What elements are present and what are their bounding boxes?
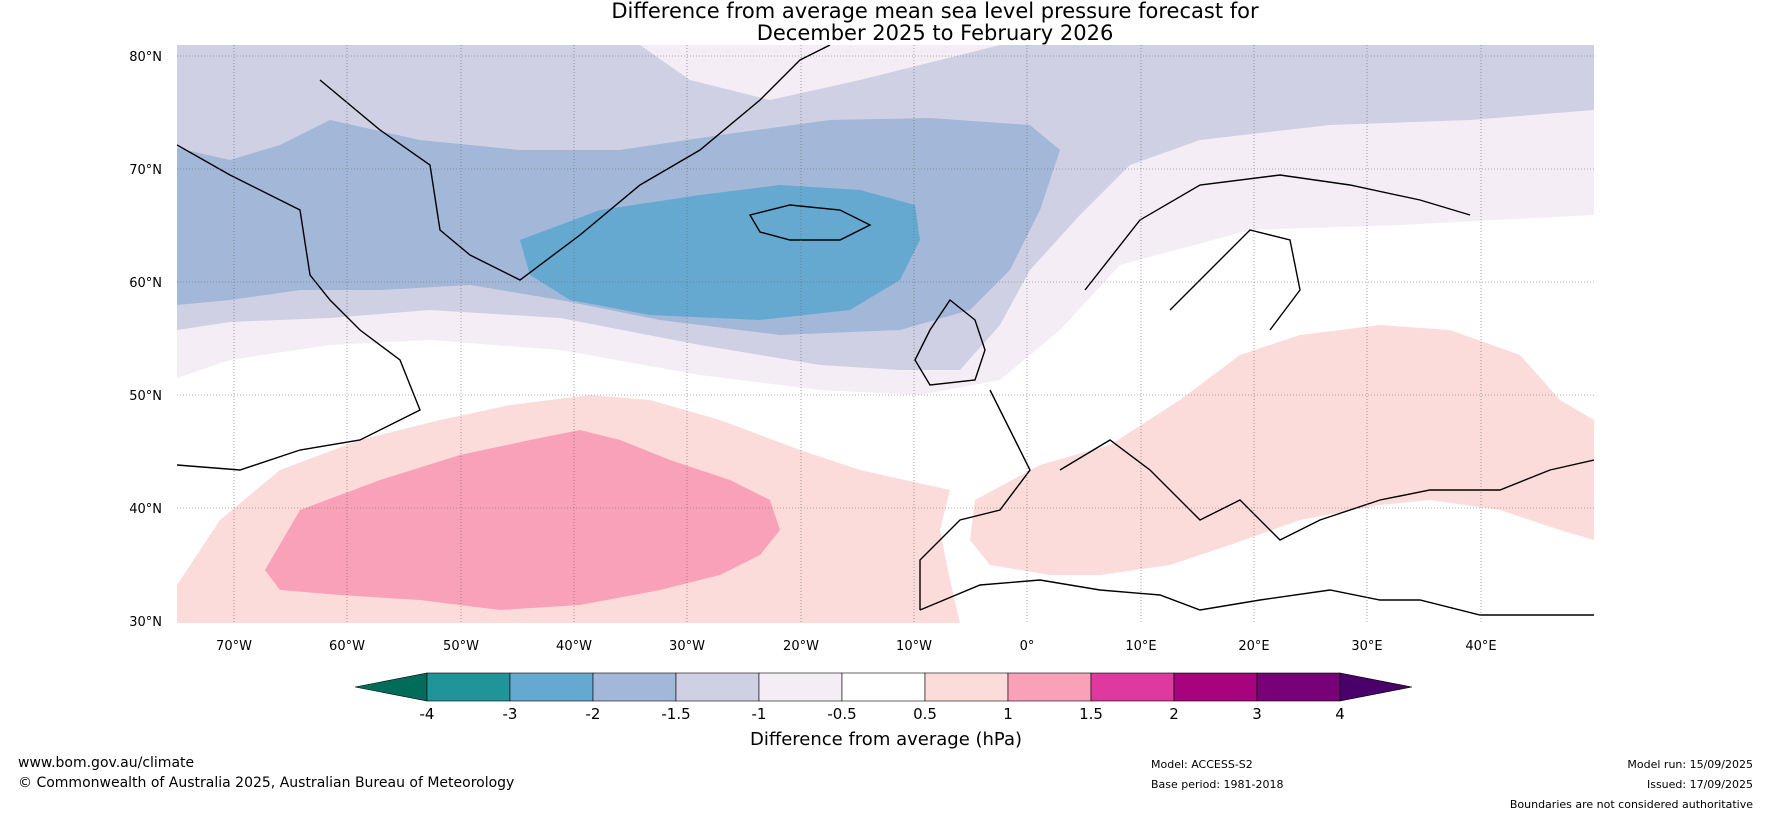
iceland-coast (748, 204, 872, 241)
footer-copyright: © Commonwealth of Australia 2025, Austra… (18, 775, 515, 791)
footer-base-period: Base period: 1981-2018 (1151, 778, 1284, 791)
graticule (177, 45, 1594, 623)
colorbar: -4 -3 -2 -1.5 -1 -0.5 0.5 1 1.5 2 3 4 (354, 672, 1413, 723)
colorbar-tick-label: 0.5 (913, 705, 937, 723)
lon-label-40e: 40°E (1465, 639, 1496, 654)
footer-issued: Issued: 17/09/2025 (1646, 778, 1753, 791)
canada-coast (177, 144, 421, 471)
lon-label-10e: 10°E (1125, 639, 1156, 654)
coastlines (177, 45, 1594, 616)
lon-label-10w: 10°W (896, 639, 932, 654)
footer-model-run: Model run: 15/09/2025 (1627, 758, 1753, 771)
scandinavia-coast (1084, 174, 1471, 331)
colorbar-swatch (426, 672, 511, 702)
anomaly-region-plus-0.5-europe (970, 325, 1594, 575)
colorbar-swatch (1007, 672, 1092, 702)
colorbar-swatch (1090, 672, 1175, 702)
colorbar-tick-label: -1.5 (661, 705, 690, 723)
map-title-line1: Difference from average mean sea level p… (611, 0, 1259, 23)
colorbar-swatch (1173, 672, 1258, 702)
footer-model: Model: ACCESS-S2 (1151, 758, 1253, 771)
lon-label-30e: 30°E (1351, 639, 1382, 654)
lon-label-40w: 40°W (556, 639, 592, 654)
colorbar-extend-high (1339, 672, 1413, 702)
colorbar-swatch (924, 672, 1009, 702)
colorbar-tick-label: 3 (1252, 705, 1262, 723)
footer-disclaimer: Boundaries are not considered authoritat… (1509, 798, 1753, 811)
anomaly-region-minus-2 (520, 185, 920, 320)
lon-label-20e: 20°E (1238, 639, 1269, 654)
lon-label-50w: 50°W (443, 639, 479, 654)
lat-label-30n: 30°N (129, 615, 162, 630)
colorbar-tick-label: 2 (1169, 705, 1179, 723)
colorbar-tick-label: -3 (503, 705, 518, 723)
britain-coast (914, 298, 986, 386)
footer-website: www.bom.gov.au/climate (18, 755, 195, 771)
colorbar-tick-label: 1.5 (1079, 705, 1103, 723)
colorbar-label: Difference from average (hPa) (750, 729, 1022, 750)
colorbar-extend-low (354, 672, 428, 702)
colorbar-swatch (758, 672, 843, 702)
lat-label-80n: 80°N (129, 50, 162, 65)
europe-coast (919, 389, 1594, 610)
lat-label-50n: 50°N (129, 389, 162, 404)
colorbar-swatch (509, 672, 594, 702)
north-africa-coast (919, 579, 1594, 616)
colorbar-swatch (592, 672, 677, 702)
greenland-coast (319, 45, 831, 281)
colorbar-swatch (841, 672, 926, 702)
colorbar-tick-label: -2 (586, 705, 601, 723)
lon-label-30w: 30°W (669, 639, 705, 654)
lon-label-0: 0° (1020, 639, 1035, 654)
map-plot-area (177, 45, 1594, 623)
colorbar-swatch (675, 672, 760, 702)
lon-label-60w: 60°W (329, 639, 365, 654)
lat-label-60n: 60°N (129, 276, 162, 291)
colorbar-tick-label: 4 (1335, 705, 1345, 723)
lat-label-40n: 40°N (129, 502, 162, 517)
colorbar-tick-label: -1 (752, 705, 767, 723)
colorbar-tick-label: -4 (420, 705, 435, 723)
lon-label-70w: 70°W (216, 639, 252, 654)
map-title-line2: December 2025 to February 2026 (756, 21, 1114, 45)
anomaly-region-plus-1 (265, 430, 780, 610)
colorbar-tick-label: 1 (1003, 705, 1013, 723)
colorbar-swatch (1256, 672, 1341, 702)
lon-label-20w: 20°W (783, 639, 819, 654)
lat-label-70n: 70°N (129, 163, 162, 178)
colorbar-tick-label: -0.5 (827, 705, 856, 723)
